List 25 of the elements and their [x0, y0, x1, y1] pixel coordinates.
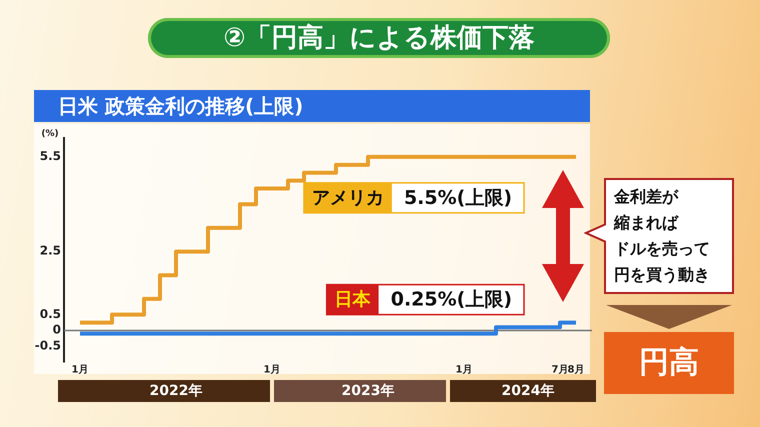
chart-title: ②「円高」による株価下落	[148, 18, 610, 58]
text: ドルを売って	[614, 238, 711, 260]
y-tick-label: -0.5	[34, 338, 61, 352]
x-tick-label: 1月	[72, 364, 88, 376]
text: 縮まれば	[614, 212, 680, 234]
text: 金利差が	[614, 186, 680, 208]
x2-tick-label: 2023年	[342, 383, 394, 400]
y-tick-label: 0	[52, 322, 61, 337]
series-label: 日本	[334, 289, 372, 310]
series-label: アメリカ	[312, 188, 384, 209]
x2-tick-label: 2022年	[150, 383, 202, 400]
x-tick-label: 7月	[552, 364, 568, 376]
y-tick-label: 5.5	[40, 149, 61, 164]
chart-subtitle: 日米 政策金利の推移(上限)	[34, 90, 590, 122]
annotation: 5.5%(上限)	[404, 186, 512, 209]
x-tick-label: 1月	[264, 364, 280, 376]
x-tick-label: 8月	[568, 364, 584, 376]
x2-tick-label: 2024年	[502, 383, 554, 400]
y-tick-label: 0.5	[40, 306, 61, 321]
text: 円を買う動き	[614, 264, 711, 286]
y-axis-title: (%)	[41, 129, 59, 139]
annotation: 0.25%(上限)	[390, 288, 512, 310]
text: 円高	[604, 332, 734, 394]
y-tick-label: 2.5	[40, 244, 61, 258]
x-tick-label: 1月	[456, 364, 472, 376]
